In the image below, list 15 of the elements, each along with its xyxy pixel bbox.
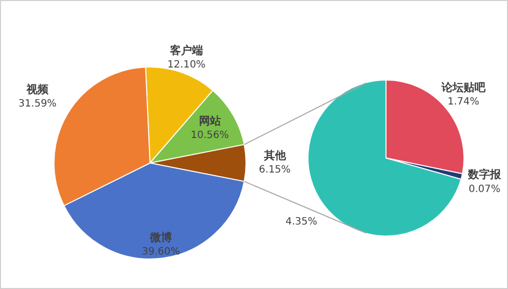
data-label: 4.35% [286, 216, 318, 228]
slice-label: 客户端 [169, 44, 203, 57]
data-label: 6.15% [258, 164, 291, 176]
data-label: 10.56% [190, 130, 229, 142]
slice-label: 其他 [262, 149, 287, 162]
data-label: 31.59% [18, 98, 57, 110]
slice-label: 论坛贴吧 [440, 80, 486, 94]
slice-label: 视频 [25, 82, 50, 96]
slice-label: 网站 [198, 114, 221, 128]
slice-label: 微博 [148, 230, 172, 244]
slice-label: 数字报 [467, 168, 502, 182]
data-label: 1.74% [448, 96, 480, 108]
data-label: 39.60% [142, 246, 180, 258]
data-label: 12.10% [167, 60, 206, 71]
data-label: 0.07% [468, 184, 500, 195]
